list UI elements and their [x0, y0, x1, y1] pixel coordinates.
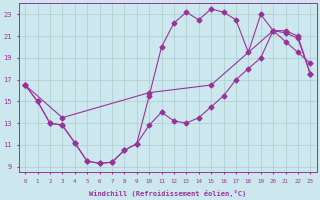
X-axis label: Windchill (Refroidissement éolien,°C): Windchill (Refroidissement éolien,°C) — [89, 190, 246, 197]
